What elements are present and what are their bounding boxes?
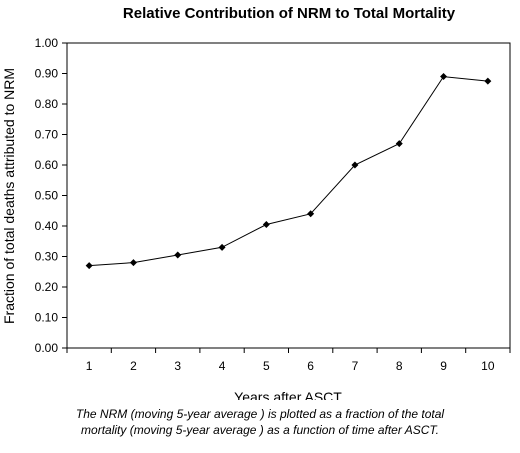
y-axis-label: Fraction of total deaths attributed to N… — [1, 68, 17, 324]
tick-labels: 0.00 0.10 0.20 0.30 0.40 0.50 0.60 0.70 0.80 0.90… — [35, 36, 495, 373]
data-point-marker — [85, 262, 93, 270]
y-tick-label: 0.50 — [35, 189, 59, 203]
x-tick-label: 10 — [481, 359, 495, 373]
x-axis-label: Years after ASCT — [234, 389, 342, 400]
data-point-marker — [440, 73, 448, 81]
x-tick-label: 7 — [352, 359, 359, 373]
line-chart: Relative Contribution of NRM to Total Mo… — [1, 5, 511, 400]
y-tick-label: 0.90 — [35, 67, 59, 81]
y-tick-label: 0.10 — [35, 311, 59, 325]
x-tick-label: 8 — [396, 359, 403, 373]
y-tick-label: 0.60 — [35, 158, 59, 172]
y-tick-label: 1.00 — [35, 36, 59, 50]
x-tick-label: 2 — [130, 359, 137, 373]
y-tick-label: 0.70 — [35, 128, 59, 142]
figure-caption: The NRM (moving 5-year average ) is plot… — [0, 406, 520, 438]
x-tick-label: 9 — [440, 359, 447, 373]
x-tick-label: 3 — [174, 359, 181, 373]
caption-line-2: mortality (moving 5-year average ) as a … — [81, 423, 439, 437]
data-point-marker — [218, 243, 226, 251]
series-line — [89, 76, 488, 267]
data-point-marker — [307, 210, 315, 218]
data-point-marker — [129, 259, 137, 267]
y-tick-label: 0.20 — [35, 280, 59, 294]
series — [85, 73, 492, 270]
data-point-marker — [262, 220, 270, 228]
data-point-marker — [484, 77, 492, 85]
y-tick-label: 0.00 — [35, 341, 59, 355]
plot-area-border — [66, 42, 511, 349]
chart-title: Relative Contribution of NRM to Total Mo… — [123, 5, 456, 22]
x-tick-label: 1 — [86, 359, 93, 373]
y-tick-label: 0.30 — [35, 250, 59, 264]
x-tick-label: 5 — [263, 359, 270, 373]
x-tick-label: 6 — [307, 359, 314, 373]
x-tick-label: 4 — [219, 359, 226, 373]
axes — [62, 42, 511, 353]
data-point-marker — [395, 140, 403, 148]
y-tick-label: 0.40 — [35, 219, 59, 233]
caption-line-1: The NRM (moving 5-year average ) is plot… — [75, 407, 445, 421]
data-point-marker — [174, 251, 182, 259]
y-tick-label: 0.80 — [35, 97, 59, 111]
data-point-marker — [351, 161, 359, 169]
